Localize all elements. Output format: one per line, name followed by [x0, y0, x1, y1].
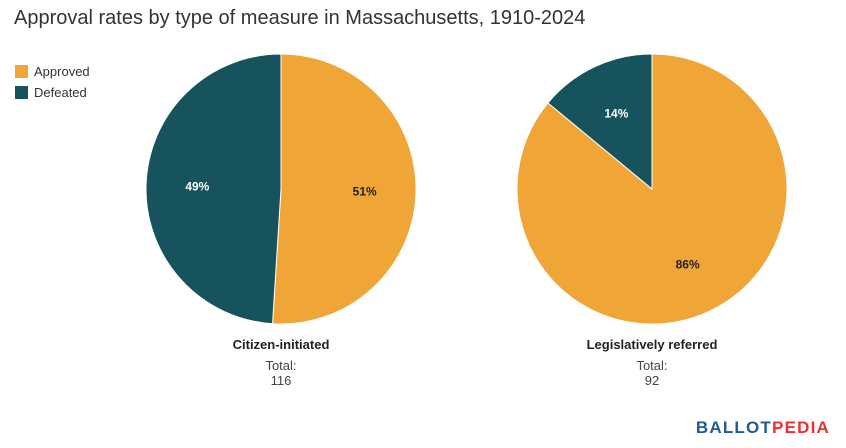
pie-name-citizen: Citizen-initiated — [232, 337, 330, 352]
pie-label-citizen-approved: 51% — [353, 185, 377, 199]
pie-slice-legislative-defeated[interactable] — [547, 53, 653, 191]
legend-label-defeated: Defeated — [34, 85, 87, 100]
chart-title: Approval rates by type of measure in Mas… — [14, 7, 586, 29]
pie-slice-citizen-approved[interactable] — [271, 53, 417, 325]
pie-total-label-citizen: Total: — [265, 358, 297, 373]
ballotpedia-logo[interactable]: BALLOTPEDIA — [696, 418, 830, 438]
pie-caption-legislative: Legislatively referred Total: 92 — [502, 337, 802, 388]
legend-label-approved: Approved — [34, 64, 90, 79]
pie-total-value-citizen: 116 — [270, 373, 292, 388]
legend-item-approved[interactable]: Approved — [15, 61, 90, 82]
pie-label-legislative-defeated: 14% — [604, 106, 628, 120]
logo-text-ballot: BALLOT — [695, 418, 773, 437]
legend: Approved Defeated — [15, 61, 90, 103]
pie-total-value-legislative: 92 — [644, 373, 660, 388]
legend-swatch-approved — [15, 65, 28, 78]
pie-name-legislative: Legislatively referred — [586, 337, 718, 352]
pie-slice-citizen-defeated[interactable] — [145, 53, 282, 325]
pie-caption-citizen: Citizen-initiated Total: 116 — [131, 337, 431, 388]
legend-item-defeated[interactable]: Defeated — [15, 82, 90, 103]
pie-label-legislative-approved: 86% — [676, 258, 700, 272]
pie-total-label-legislative: Total: — [636, 358, 668, 373]
logo-text-pedia: PEDIA — [772, 418, 830, 437]
legend-swatch-defeated — [15, 86, 28, 99]
pie-label-citizen-defeated: 49% — [185, 179, 209, 193]
